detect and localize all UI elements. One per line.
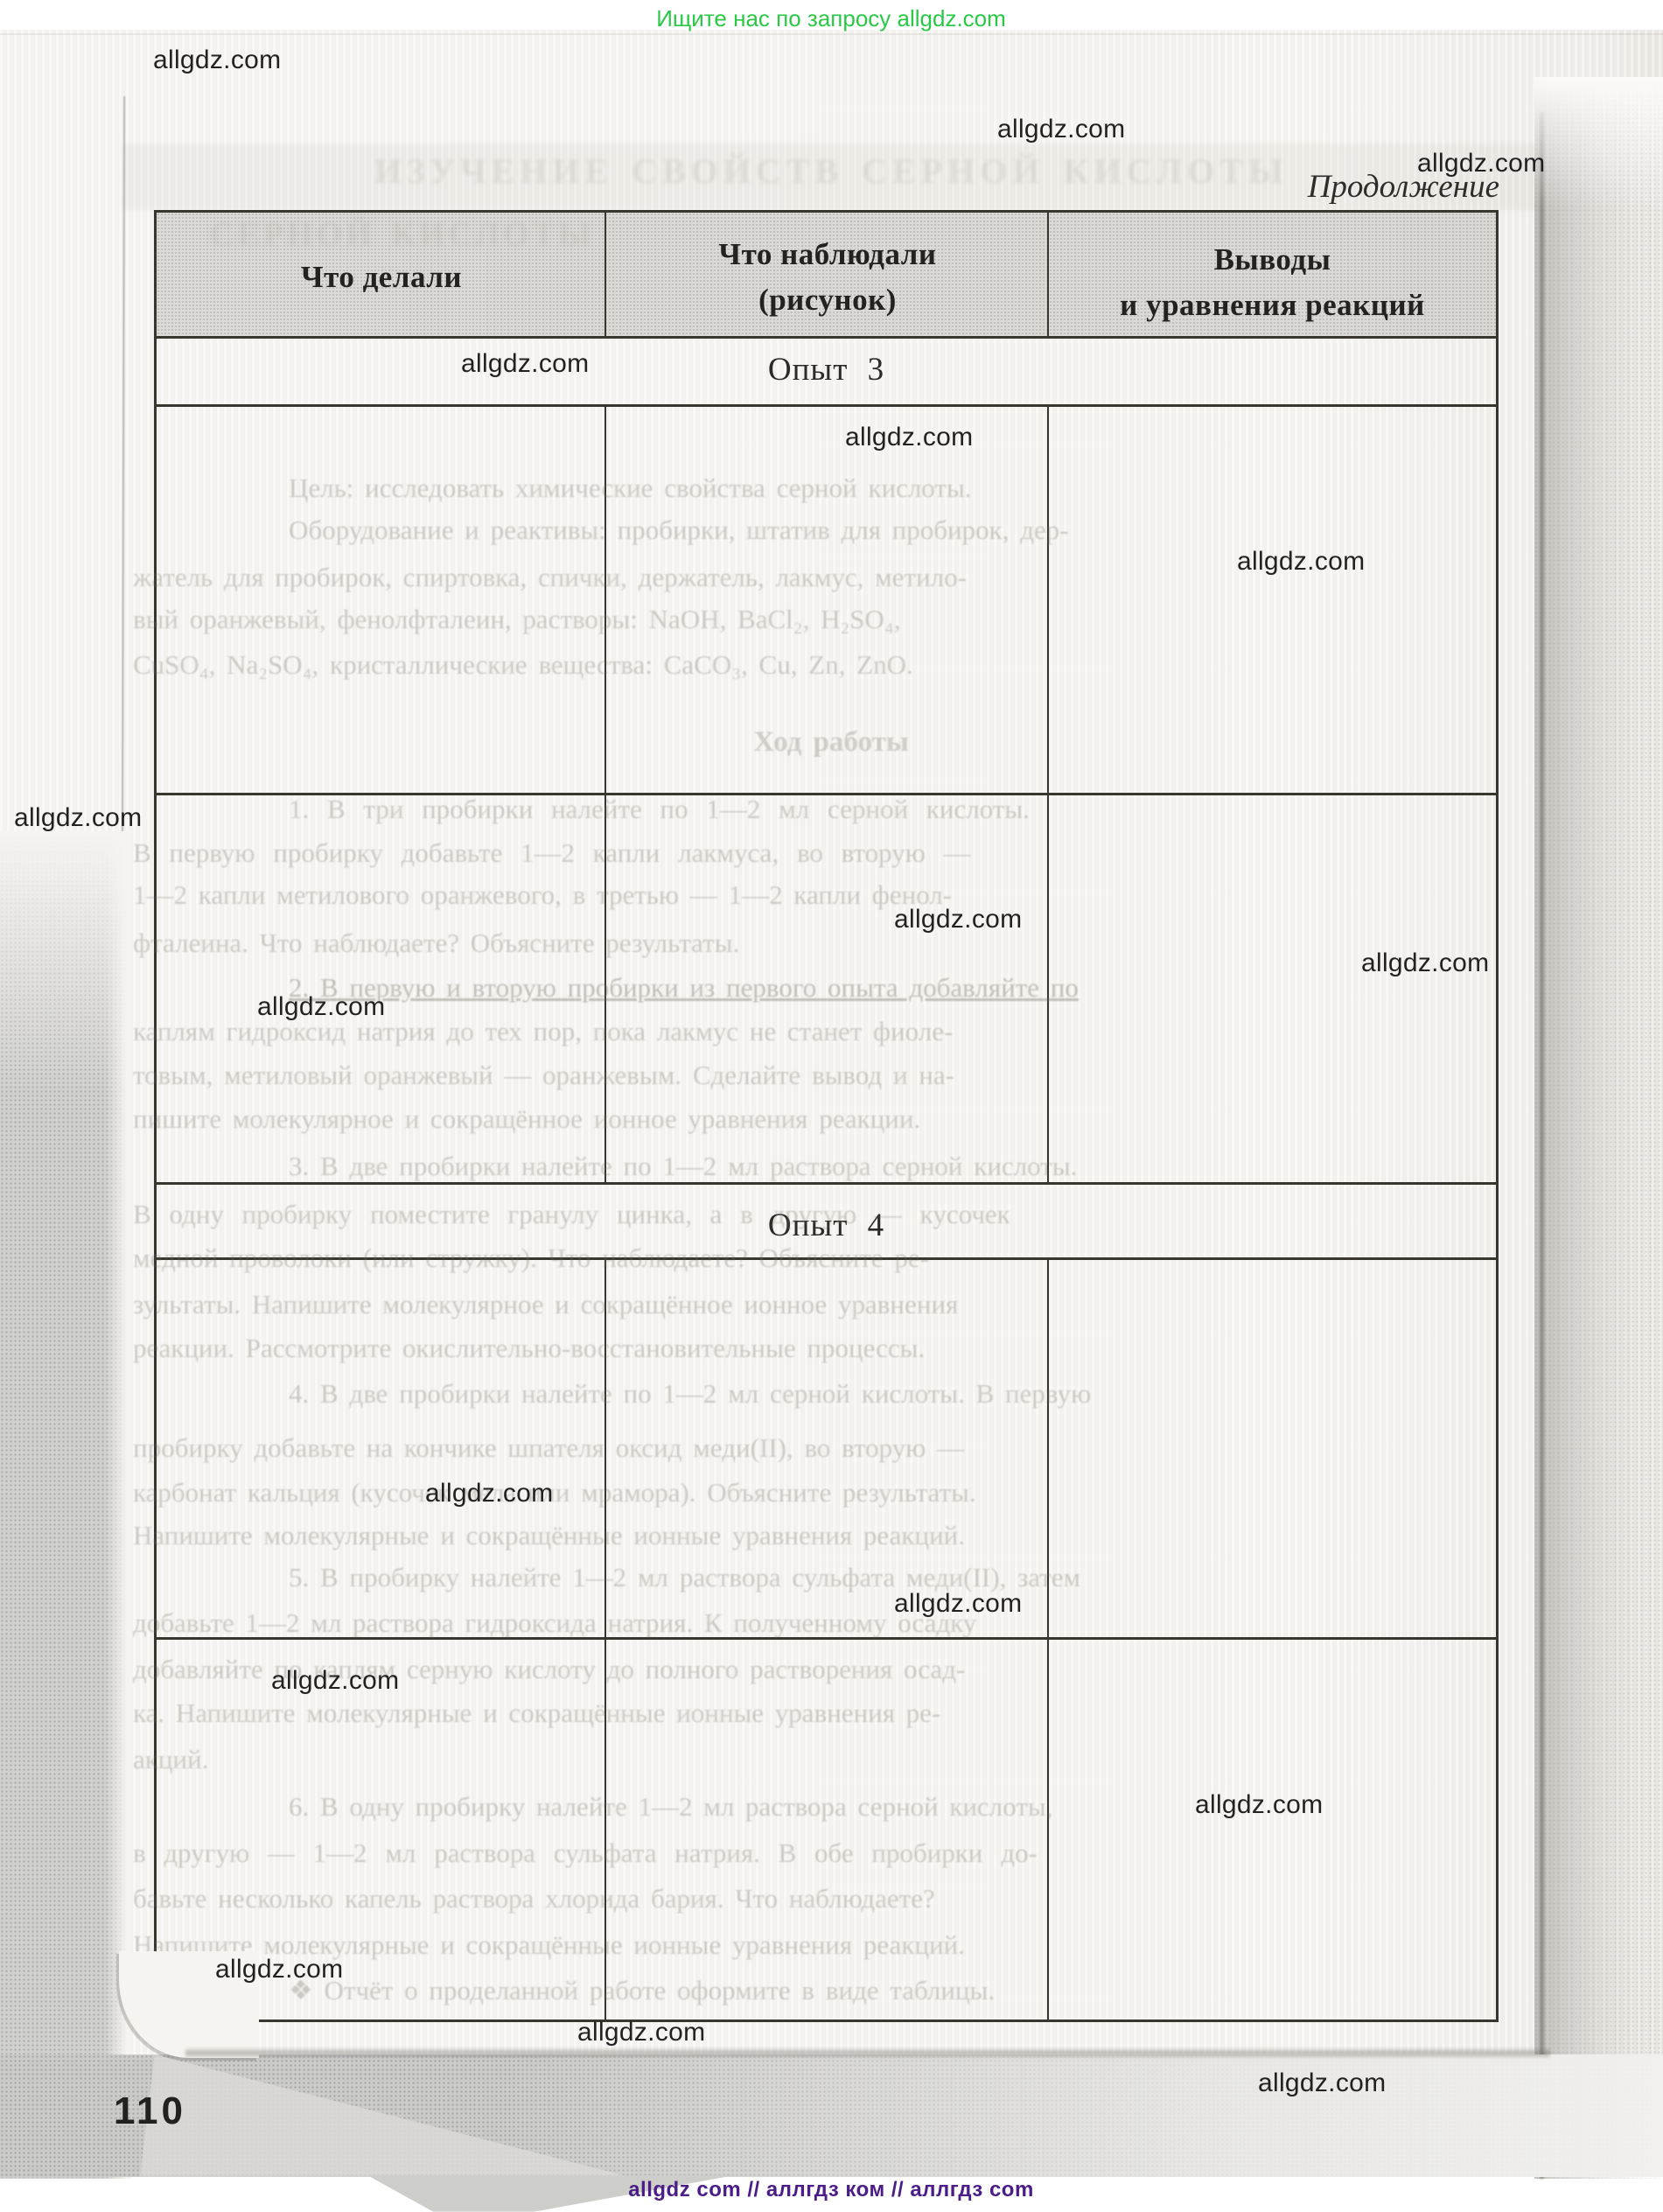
bleedthrough-line: В первую пробирку добавьте 1—2 капли лак… [133,837,971,868]
table-rule [157,1637,1496,1640]
bleedthrough-line: добавьте 1—2 мл раствора гидроксида натр… [133,1607,977,1638]
bleedthrough-line: ИЗУЧЕНИЕ СВОЙСТВ СЕРНОЙ КИСЛОТЫ [374,151,1289,191]
bleedthrough-line: Ход работы [753,726,909,758]
bleedthrough-line: Цель: исследовать химические свойства се… [289,472,972,503]
watermark: allgdz.com [14,803,143,832]
bleedthrough-line: 3. В две пробирки налейте по 1—2 мл раст… [289,1151,1078,1181]
watermark: allgdz.com [153,46,282,74]
column-header-text: Что делали [300,260,463,294]
table-rule [604,1257,606,2020]
bleedthrough-line: CuSO₄, Na₂SO₄, кристаллические вещества:… [133,649,913,680]
scan-top-edge [0,33,1663,35]
table-rule [1047,1257,1049,2020]
experiment-3-row-label: Опыт 3 [767,352,885,388]
bleedthrough-line: 1—2 капли метилового оранжевого, в треть… [133,879,953,910]
bleedthrough-line: Оборудование и реактивы: пробирки, штати… [289,514,1069,545]
bleedthrough-line: Напишите молекулярные и сокращённые ионн… [133,1520,965,1550]
bottom-banner-text: allgdz com // аллгдз ком // аллгдз com [628,2178,1034,2202]
table-rule [1047,213,1049,336]
table-rule [157,1257,1496,1260]
watermark: allgdz.com [461,349,590,378]
column-header-conclusions: Выводы и уравнения реакций [1049,237,1496,328]
bleedthrough-line: товым, метиловый оранжевый — оранжевым. … [133,1060,954,1090]
bleedthrough-line: СЕРНОЙ КИСЛОТЫ [210,216,595,253]
bleedthrough-line: бавьте несколько капель раствора хлорида… [133,1883,935,1914]
bleedthrough-line: ❖ Отчёт о проделанной работе оформите в … [289,1975,996,2006]
watermark: allgdz.com [845,423,974,452]
watermark: allgdz.com [1195,1790,1324,1819]
page-bottom-edge-shadow [185,2048,1550,2058]
bleedthrough-line: добавляйте по каплям серную кислоту до п… [133,1654,966,1684]
bleedthrough-line: реакции. Рассмотрите окислительно-восста… [133,1333,926,1363]
page-number: 110 [114,2090,186,2132]
bleedthrough-line: 6. В одну пробирку налейте 1—2 мл раство… [289,1791,1053,1822]
book-spine-shadow [1534,77,1663,2179]
bleedthrough-line: 5. В пробирку налейте 1—2 мл раствора су… [289,1562,1081,1592]
table-header-background [157,213,1496,336]
column-header-observed: Что наблюдали (рисунок) [606,232,1049,323]
lab-report-table: Что делали Что наблюдали (рисунок) Вывод… [154,210,1499,2022]
bleedthrough-line: зультаты. Напишите молекулярное и сокращ… [133,1289,959,1320]
bleedthrough-line: акций. [133,1744,209,1774]
bleedthrough-line: В одну пробирку поместите гранулу цинка,… [133,1199,1010,1229]
experiment-4-row-label: Опыт 4 [767,1208,885,1243]
watermark: allgdz.com [1258,2068,1387,2097]
bleedthrough-line: медной проволоки (или стружку). Что набл… [133,1242,929,1273]
watermark: allgdz.com [1237,547,1366,576]
watermark: allgdz.com [997,115,1126,144]
continuation-label: Продолжение [1307,169,1499,205]
table-rule [604,213,606,336]
bleedthrough-line: 2. В первую и вторую пробирки из первого… [289,972,1079,1003]
watermark: allgdz.com [1361,948,1490,977]
watermark: allgdz.com [425,1479,554,1508]
bleedthrough-line: карбонат кальция (кусочек мела или мрамо… [133,1477,976,1508]
watermark: allgdz.com [257,992,386,1021]
bleedthrough-line: пробирку добавьте на кончике шпателя окс… [133,1432,965,1463]
column-header-text: (рисунок) [758,283,897,317]
bleedthrough-line: фталеина. Что наблюдаете? Объясните резу… [133,928,740,958]
watermark: allgdz.com [1417,149,1546,178]
bleedthrough-line: ка. Напишите молекулярные и сокращённые … [133,1698,941,1728]
column-header-text: Выводы [1213,242,1331,276]
watermark: allgdz.com [894,1589,1023,1618]
table-rule [157,336,1496,339]
bleedthrough-line: 4. В две пробирки налейте по 1—2 мл серн… [289,1378,1092,1409]
table-rule [157,1182,1496,1185]
faded-heading-band [122,144,1540,210]
bleedthrough-line: в другую — 1—2 мл раствора сульфата натр… [133,1838,1038,1868]
column-header-text: и уравнения реакций [1120,288,1425,322]
bleedthrough-line: 1. В три пробирки налейте по 1—2 мл серн… [289,794,1030,824]
column-header-what-did: Что делали [157,255,606,300]
bleedthrough-line: каплям гидроксид натрия до тех пор, пока… [133,1016,954,1046]
bleedthrough-line: жатель для пробирок, спиртовка, спички, … [133,562,967,592]
watermark: allgdz.com [271,1666,400,1695]
top-banner-text: Ищите нас по запросу allgdz.com [656,5,1006,32]
column-header-text: Что наблюдали [718,237,937,271]
watermark: allgdz.com [215,1955,344,1984]
page-paper [0,30,1663,2060]
table-rule [157,404,1496,407]
bleedthrough-line: пишите молекулярное и сокращённое ионное… [133,1103,921,1134]
watermark: allgdz.com [894,905,1023,934]
table-rule [604,404,606,1182]
bleedthrough-line: вый оранжевый, фенолфталеин, растворы: N… [133,604,901,634]
table-rule [1047,404,1049,1182]
table-rule [157,793,1496,795]
watermark: allgdz.com [577,2018,706,2047]
left-margin-shadow [0,831,131,2179]
bleedthrough-line: Напишите молекулярные и сокращённые ионн… [133,1929,965,1960]
